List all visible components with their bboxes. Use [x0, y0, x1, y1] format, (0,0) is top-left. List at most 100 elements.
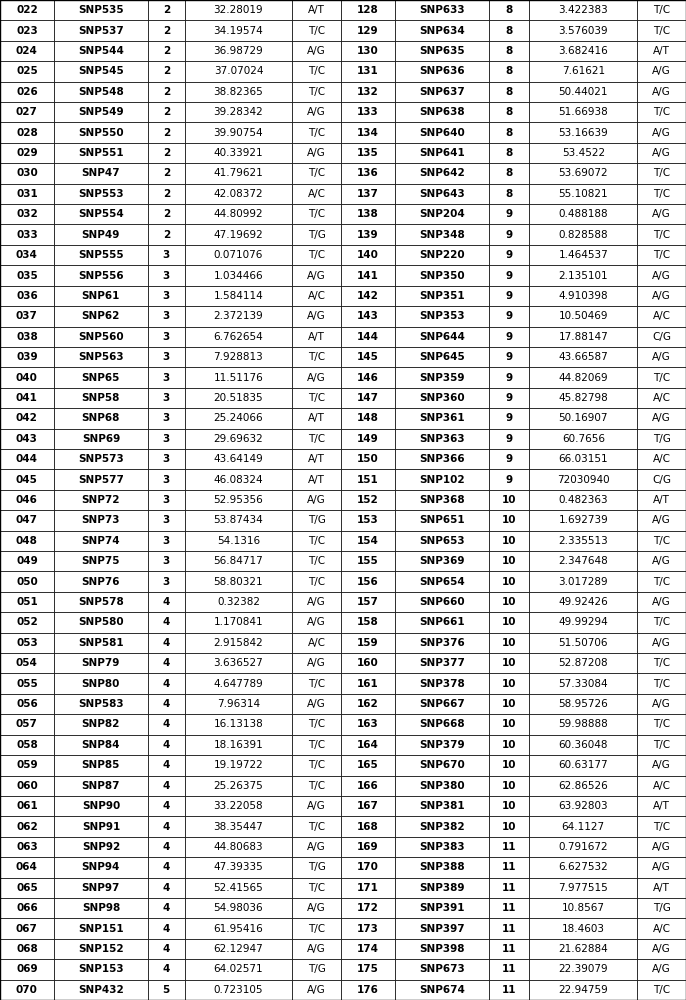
- Text: 164: 164: [357, 740, 379, 750]
- Bar: [0, 551, 54, 571]
- Bar: [0, 469, 54, 490]
- Bar: [530, 163, 637, 184]
- Text: A/G: A/G: [652, 515, 671, 525]
- Bar: [0, 143, 54, 163]
- Bar: [341, 612, 395, 633]
- Text: 10: 10: [502, 577, 517, 587]
- Text: 045: 045: [16, 475, 38, 485]
- Bar: [0, 204, 54, 224]
- Text: 10: 10: [502, 495, 517, 505]
- Bar: [395, 980, 489, 1000]
- Text: 2: 2: [163, 168, 170, 178]
- Text: A/G: A/G: [307, 944, 326, 954]
- Text: A/G: A/G: [307, 495, 326, 505]
- Bar: [341, 939, 395, 959]
- Text: 136: 136: [357, 168, 379, 178]
- Bar: [395, 41, 489, 61]
- Text: A/G: A/G: [652, 291, 671, 301]
- Text: A/G: A/G: [652, 209, 671, 219]
- Bar: [637, 327, 686, 347]
- Bar: [530, 41, 637, 61]
- Text: T/C: T/C: [653, 5, 670, 15]
- Text: T/C: T/C: [653, 719, 670, 729]
- Text: 19.19722: 19.19722: [213, 760, 263, 770]
- Text: 18.4603: 18.4603: [562, 924, 605, 934]
- Text: 33.22058: 33.22058: [213, 801, 263, 811]
- Bar: [341, 490, 395, 510]
- Text: SNP551: SNP551: [78, 148, 123, 158]
- Bar: [637, 980, 686, 1000]
- Text: 29.69632: 29.69632: [213, 434, 263, 444]
- Bar: [530, 224, 637, 245]
- Bar: [530, 837, 637, 857]
- Bar: [489, 408, 530, 429]
- Text: 62.86526: 62.86526: [558, 781, 608, 791]
- Bar: [530, 82, 637, 102]
- Text: 152: 152: [357, 495, 379, 505]
- Bar: [185, 122, 292, 143]
- Bar: [489, 612, 530, 633]
- Text: SNP654: SNP654: [419, 577, 465, 587]
- Bar: [395, 939, 489, 959]
- Text: 47.19692: 47.19692: [213, 230, 263, 240]
- Text: A/G: A/G: [307, 271, 326, 281]
- Text: 022: 022: [16, 5, 38, 15]
- Text: 172: 172: [357, 903, 379, 913]
- Text: 11: 11: [502, 842, 517, 852]
- Bar: [292, 184, 341, 204]
- Bar: [530, 939, 637, 959]
- Bar: [530, 592, 637, 612]
- Bar: [148, 224, 185, 245]
- Bar: [395, 510, 489, 531]
- Bar: [148, 367, 185, 388]
- Bar: [341, 837, 395, 857]
- Bar: [341, 143, 395, 163]
- Bar: [185, 163, 292, 184]
- Text: 032: 032: [16, 209, 38, 219]
- Bar: [637, 612, 686, 633]
- Bar: [185, 837, 292, 857]
- Text: A/T: A/T: [308, 5, 325, 15]
- Text: SNP633: SNP633: [419, 5, 465, 15]
- Text: 7.96314: 7.96314: [217, 699, 260, 709]
- Text: A/G: A/G: [652, 842, 671, 852]
- Bar: [489, 510, 530, 531]
- Text: SNP381: SNP381: [419, 801, 465, 811]
- Bar: [341, 82, 395, 102]
- Text: 9: 9: [506, 434, 513, 444]
- Text: 9: 9: [506, 311, 513, 321]
- Text: T/C: T/C: [653, 536, 670, 546]
- Bar: [292, 82, 341, 102]
- Text: SNP73: SNP73: [82, 515, 120, 525]
- Bar: [489, 551, 530, 571]
- Text: SNP153: SNP153: [78, 964, 123, 974]
- Text: 162: 162: [357, 699, 379, 709]
- Bar: [637, 245, 686, 265]
- Bar: [341, 122, 395, 143]
- Bar: [148, 469, 185, 490]
- Bar: [148, 490, 185, 510]
- Bar: [185, 959, 292, 980]
- Bar: [341, 224, 395, 245]
- Bar: [148, 20, 185, 41]
- Bar: [292, 837, 341, 857]
- Bar: [54, 735, 148, 755]
- Bar: [185, 143, 292, 163]
- Text: 3: 3: [163, 475, 170, 485]
- Text: SNP544: SNP544: [78, 46, 123, 56]
- Text: 149: 149: [357, 434, 379, 444]
- Text: 063: 063: [16, 842, 38, 852]
- Bar: [489, 755, 530, 776]
- Bar: [530, 918, 637, 939]
- Bar: [0, 837, 54, 857]
- Text: 1.692739: 1.692739: [558, 515, 608, 525]
- Text: 3: 3: [163, 556, 170, 566]
- Bar: [395, 265, 489, 286]
- Text: T/G: T/G: [308, 515, 326, 525]
- Text: SNP61: SNP61: [82, 291, 120, 301]
- Text: 4: 4: [163, 862, 170, 872]
- Text: 49.92426: 49.92426: [558, 597, 608, 607]
- Bar: [489, 898, 530, 918]
- Text: 066: 066: [16, 903, 38, 913]
- Text: A/G: A/G: [307, 107, 326, 117]
